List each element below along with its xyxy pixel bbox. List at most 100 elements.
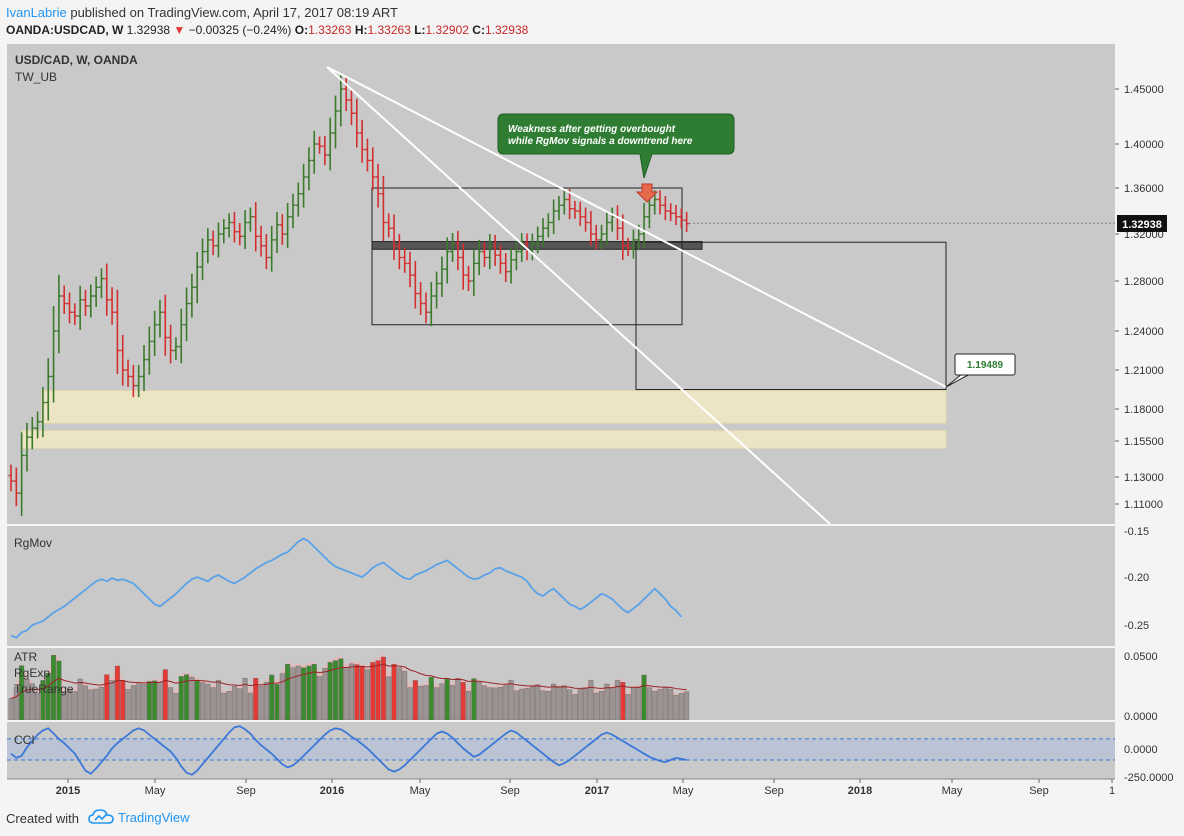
last-price-tag-text: 1.32938 <box>1122 219 1162 231</box>
price-tick-label: 1.21000 <box>1124 365 1164 377</box>
price-tick-label: 1.11000 <box>1124 499 1163 511</box>
truerange-bar <box>673 694 679 721</box>
support-zone <box>41 390 947 424</box>
chart-title: USD/CAD, W, OANDA <box>15 53 138 67</box>
time-tick-label: 2017 <box>585 785 609 797</box>
price-tick-label: 1.45000 <box>1124 84 1164 96</box>
truerange-bar <box>269 674 275 721</box>
truerange-bar <box>487 687 493 721</box>
price-tick-label: 1.18000 <box>1124 404 1164 416</box>
truerange-bar <box>237 688 243 721</box>
truerange-bar <box>221 692 227 721</box>
truerange-bar <box>354 664 360 721</box>
truerange-bar <box>317 676 323 721</box>
truerange-bar <box>136 683 142 721</box>
truerange-bar <box>290 667 296 721</box>
truerange-bar <box>572 694 578 721</box>
truerange-bar <box>450 685 456 721</box>
truerange-bar <box>460 682 466 721</box>
rgmov-tick-label: -0.15 <box>1124 526 1149 538</box>
tradingview-brand-link[interactable]: TradingView <box>88 809 190 825</box>
truerange-bar <box>508 680 514 721</box>
price-target-label-group: 1.19489 <box>945 353 1016 388</box>
truerange-bar <box>529 686 535 721</box>
author-link[interactable]: IvanLabrie <box>6 5 67 20</box>
truerange-bar <box>247 692 253 721</box>
down-arrow-marker-icon <box>635 183 659 203</box>
time-tick-label: 2018 <box>848 785 872 797</box>
truerange-bar <box>439 683 445 721</box>
truerange-bar <box>407 687 413 721</box>
truerange-bar <box>396 667 402 721</box>
truerange-bar <box>98 687 104 721</box>
time-tick-label: Sep <box>764 785 784 797</box>
high-value: 1.33263 <box>367 23 411 37</box>
truerange-bar <box>567 689 573 721</box>
truerange-bar <box>561 685 567 721</box>
time-tick-label: Sep <box>1029 785 1049 797</box>
cci-label: CCI <box>14 733 35 747</box>
trend-line <box>326 66 831 525</box>
truerange-bar <box>301 667 307 721</box>
atr-tick-label: 0.0500 <box>1124 651 1158 663</box>
callout-text-line: Weakness after getting overbought <box>508 124 676 135</box>
truerange-bar <box>455 678 461 721</box>
time-tick-label: 2016 <box>320 785 344 797</box>
truerange-bar <box>668 688 674 721</box>
truerange-bar <box>200 682 206 721</box>
truerange-bar <box>481 685 487 721</box>
close-value: 1.32938 <box>484 23 529 37</box>
rgexp-label: RgExp <box>14 666 50 680</box>
truerange-bar <box>152 680 158 721</box>
rgmov-pane <box>10 537 683 639</box>
open-label: O: <box>294 23 309 37</box>
main-pane <box>8 66 1115 525</box>
callout-bubble <box>497 113 735 179</box>
symbol-line: OANDA:USDCAD, W 1.32938 ▼ −0.00325 (−0.2… <box>6 23 528 37</box>
price-tick-label: 1.13000 <box>1124 472 1164 484</box>
publish-header: IvanLabrie published on TradingView.com,… <box>0 0 1184 42</box>
truerange-bar <box>423 685 429 721</box>
atr-pane <box>8 651 690 721</box>
low-value: 1.32902 <box>425 23 469 37</box>
price-tick-label: 1.24000 <box>1124 326 1164 338</box>
truerange-bar <box>375 660 381 721</box>
truerange-bar <box>588 680 594 721</box>
high-label: H: <box>354 23 368 37</box>
truerange-bar <box>231 685 237 721</box>
atr-tick-label: 0.0000 <box>1124 711 1158 723</box>
chart-canvas[interactable]: 1.450001.400001.360001.320001.280001.240… <box>0 42 1184 800</box>
cci-pane <box>7 725 1115 776</box>
truerange-bar <box>146 681 152 721</box>
truerange-bar <box>476 682 482 721</box>
time-tick-label: May <box>942 785 963 797</box>
truerange-bar <box>636 687 642 721</box>
truerange-bar <box>157 682 163 721</box>
truerange-bar <box>551 683 557 721</box>
truerange-bar <box>599 691 605 721</box>
truerange-bar <box>646 687 652 721</box>
truerange-bar <box>125 689 131 721</box>
truerange-bar <box>258 685 264 721</box>
truerange-bar <box>609 687 615 721</box>
brand-name: TradingView <box>118 809 190 825</box>
truerange-bar <box>524 688 530 721</box>
truerange-bar <box>657 689 663 721</box>
truerange-bar <box>391 664 397 721</box>
truerange-bar <box>662 687 668 721</box>
truerange-bar <box>684 691 690 721</box>
truerange-bar <box>492 687 498 721</box>
truerange-bar <box>466 691 472 721</box>
callout-annotation: Weakness after getting overbought while R… <box>497 113 735 179</box>
price-tick-label: 1.36000 <box>1124 183 1164 195</box>
truerange-bar <box>545 691 551 721</box>
trend-line <box>326 66 947 388</box>
truerange-bar <box>630 687 636 721</box>
truerange-bar <box>130 685 136 721</box>
truerange-bar <box>35 692 41 721</box>
truerange-bar <box>497 687 503 721</box>
low-label: L: <box>414 23 426 37</box>
open-value: 1.33263 <box>308 23 352 37</box>
truerange-bar <box>540 690 546 721</box>
callout-text: Weakness after getting overbought while R… <box>508 124 693 147</box>
